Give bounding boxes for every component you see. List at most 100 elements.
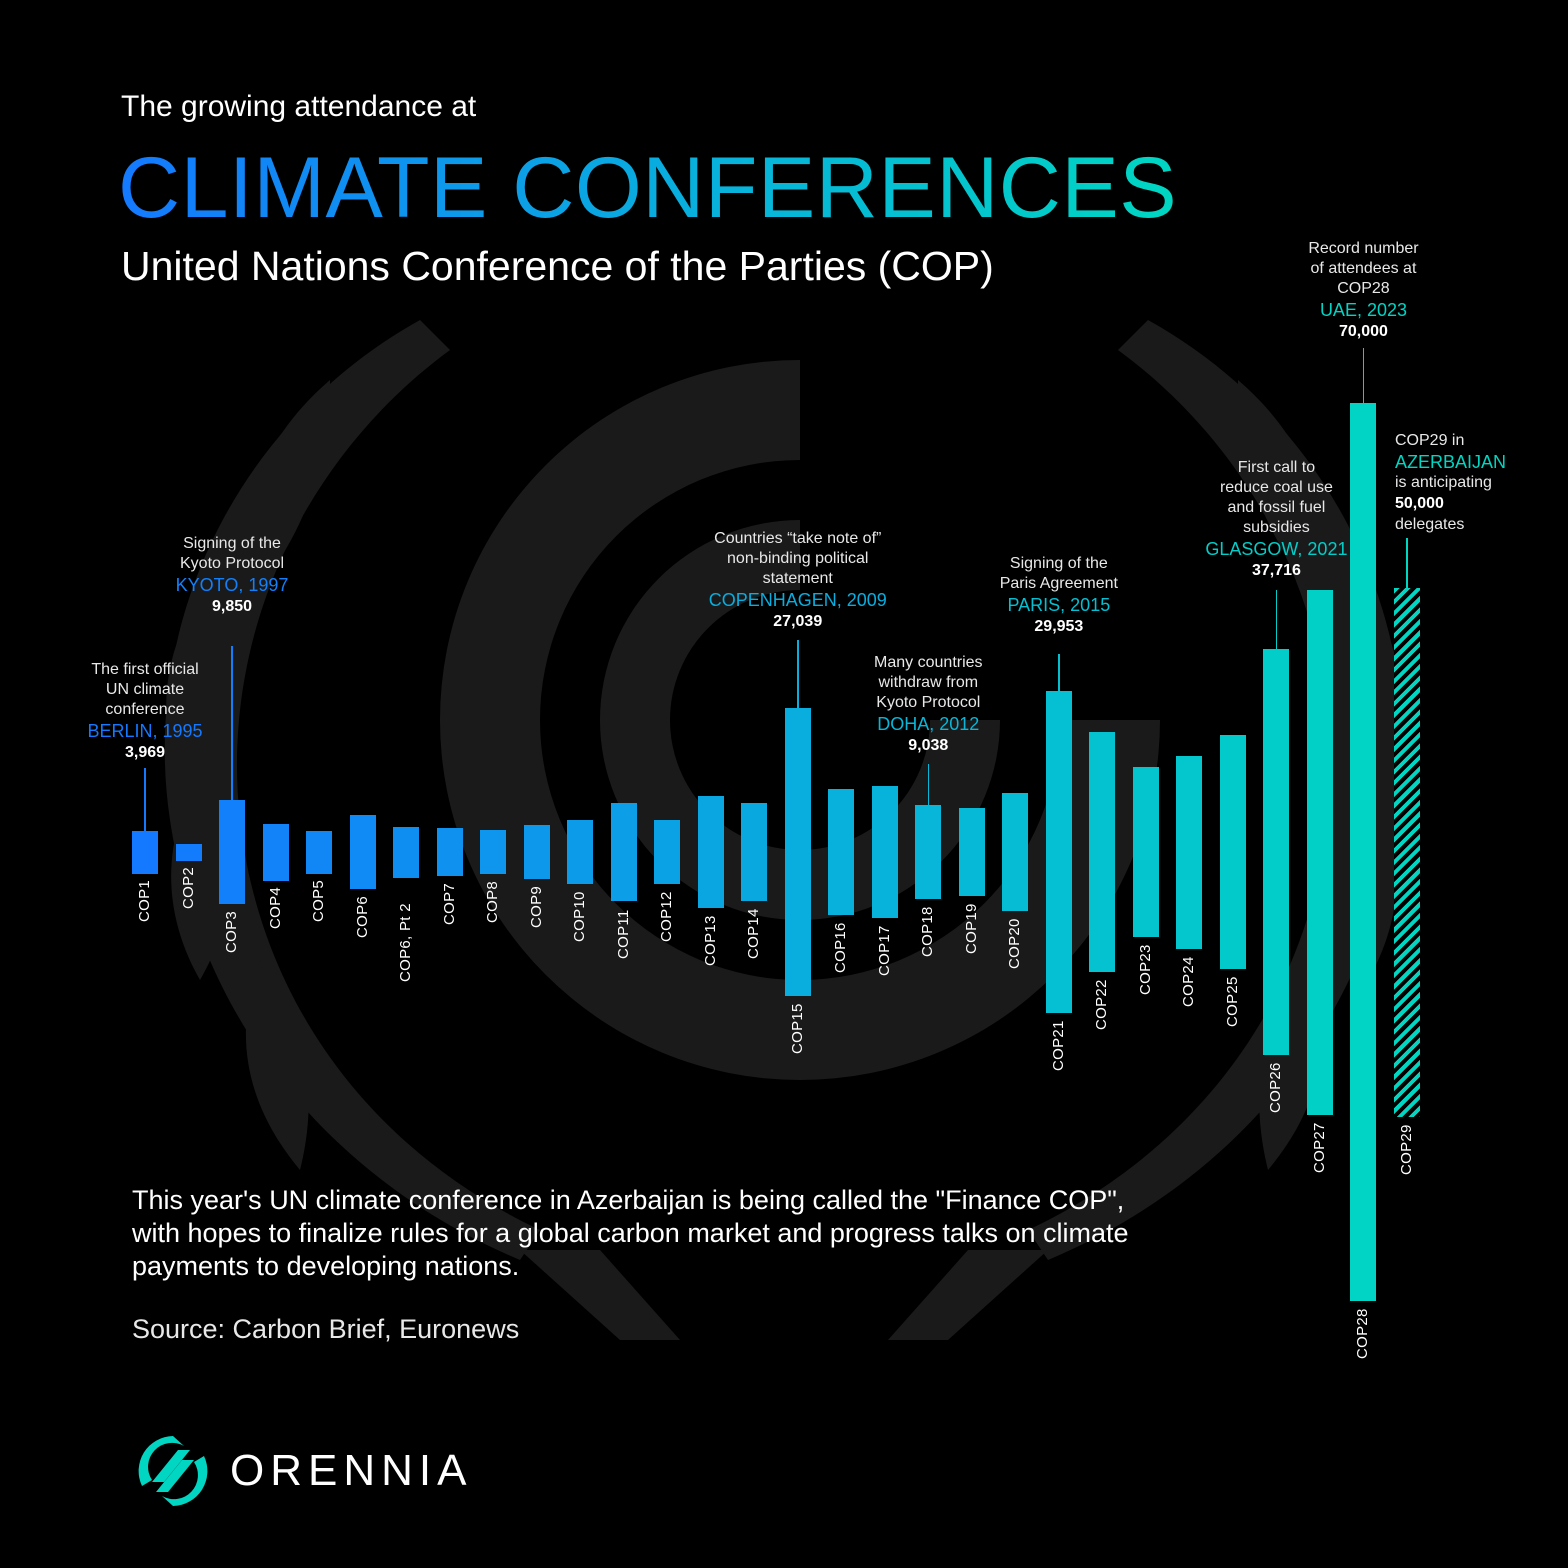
bar-cop22 [1089, 732, 1116, 972]
x-axis-label: COP5 [310, 880, 328, 923]
annotation-note: Signing of the [1009, 555, 1108, 572]
annotation-value: 37,716 [1251, 562, 1301, 579]
x-axis-label: COP10 [571, 891, 589, 942]
bar-cop10 [567, 820, 594, 884]
bar-cop6 [349, 815, 376, 889]
annotation-note: and fossil fuel [1227, 499, 1326, 516]
brand-name: ORENNIA [230, 1446, 473, 1495]
bar-cop1 [132, 830, 158, 874]
annotation-value: 9,038 [908, 737, 949, 754]
leader-line [144, 768, 146, 831]
bar-cop2 [175, 843, 202, 861]
x-axis-label: COP8 [484, 880, 502, 923]
leader-line [1058, 654, 1060, 691]
annotation-note: Many countries [874, 654, 983, 671]
x-axis-label: COP20 [1006, 918, 1024, 969]
x-axis-label: COP1 [136, 880, 153, 923]
annotation-place: PARIS, 2015 [1007, 595, 1111, 615]
annotation-value: 50,000 [1395, 495, 1444, 512]
orennia-logo-icon [138, 1436, 208, 1506]
page-subtitle: United Nations Conference of the Parties… [121, 243, 994, 289]
x-axis-label: COP19 [962, 903, 980, 954]
annotation-cop21: Signing of the Paris Agreement PARIS, 2015… [1000, 554, 1118, 638]
annotation-note: Countries “take note of” [714, 530, 882, 547]
bar-cop27 [1306, 589, 1333, 1115]
annotation-cop18: Many countries withdraw from Kyoto Protoco… [874, 653, 983, 757]
annotation-place: UAE, 2023 [1319, 300, 1407, 320]
bar-cop21 [1045, 691, 1072, 1013]
bar-cop17 [871, 786, 898, 918]
annotation-note: subsidies [1243, 519, 1310, 536]
x-axis-label: COP13 [701, 915, 719, 966]
bar-cop18 [915, 805, 942, 899]
bar-cop28 [1350, 403, 1377, 1301]
description-text: This year's UN climate conference in Aze… [132, 1185, 1129, 1281]
annotation-cop28: Record number of attendees at COP28 UAE, 20… [1308, 239, 1418, 343]
annotation-note: non-binding political [727, 550, 869, 567]
annotation-note: COP28 [1337, 280, 1390, 297]
bar-cop14 [741, 803, 768, 901]
annotation-note: delegates [1395, 516, 1465, 533]
bar-cop26 [1263, 649, 1290, 1055]
annotation-note: conference [105, 701, 185, 718]
intro-text: The growing attendance at [121, 90, 477, 123]
leader-line [1275, 590, 1278, 649]
annotation-value: 29,953 [1034, 618, 1084, 635]
bar-cop5 [306, 830, 333, 874]
annotation-note: The first official [91, 661, 199, 678]
annotation-note: COP29 in [1395, 432, 1465, 449]
x-axis-label: COP6 [353, 895, 371, 938]
annotation-cop26: First call to reduce coal use and fossil f… [1205, 458, 1347, 582]
x-axis-label: COP23 [1136, 944, 1154, 995]
leader-line [927, 764, 930, 805]
bar-cop24 [1176, 755, 1203, 949]
annotation-note: First call to [1237, 459, 1316, 476]
bar-cop3 [219, 800, 246, 904]
annotation-value: 3,969 [124, 744, 166, 761]
annotation-place: DOHA, 2012 [877, 714, 980, 734]
x-axis-label: COP14 [745, 908, 763, 959]
annotation-value: 70,000 [1339, 323, 1388, 340]
bar-cop15 [784, 708, 811, 996]
annotation-cop15: Countries “take note of” non-binding poli… [709, 529, 887, 633]
x-axis-label: COP21 [1049, 1020, 1067, 1071]
annotation-note: withdraw from [878, 674, 979, 691]
x-axis-label: COP17 [875, 925, 893, 976]
annotation-value: 9,850 [212, 598, 253, 615]
x-axis-label: COP3 [223, 910, 241, 953]
source-text: Source: Carbon Brief, Euronews [132, 1314, 520, 1344]
x-axis-label: COP4 [266, 887, 284, 930]
bar-cop9 [523, 825, 550, 879]
x-axis-label: COP18 [919, 906, 937, 957]
annotation-value: 27,039 [773, 613, 823, 630]
bar-cop7 [436, 828, 463, 876]
x-axis-label: COP12 [658, 891, 676, 942]
leader-line [797, 640, 799, 708]
leader-line [1406, 538, 1408, 588]
annotation-place: BERLIN, 1995 [87, 721, 203, 741]
annotation-note: Record number [1308, 240, 1419, 257]
x-axis-label: COP6, Pt 2 [397, 902, 415, 982]
bar-cop20 [1002, 793, 1029, 911]
annotation-place: KYOTO, 1997 [175, 575, 289, 595]
annotation-note: Kyoto Protocol [876, 694, 981, 711]
annotation-note: reduce coal use [1219, 479, 1333, 496]
leader-line [231, 646, 233, 800]
x-axis-label: COP7 [440, 882, 458, 925]
bar-cop25 [1219, 735, 1246, 969]
annotation-place: GLASGOW, 2021 [1205, 539, 1348, 559]
annotation-place: AZERBAIJAN [1395, 452, 1507, 472]
bar-cop6-pt-2 [393, 826, 420, 878]
bar-cop23 [1132, 767, 1159, 937]
annotation-note: Paris Agreement [999, 575, 1118, 592]
bar-cop11 [610, 803, 637, 901]
x-axis-label: COP16 [832, 922, 850, 973]
x-axis-label: COP22 [1093, 979, 1111, 1030]
x-axis-label: COP2 [179, 867, 197, 910]
x-axis-label: COP24 [1180, 955, 1198, 1007]
bar-cop12 [654, 820, 681, 884]
x-axis-label: COP25 [1223, 976, 1241, 1027]
annotation-cop29: COP29 in AZERBAIJAN is anticipating 50,000 d… [1395, 431, 1506, 535]
annotation-note: Kyoto Protocol [179, 555, 285, 572]
